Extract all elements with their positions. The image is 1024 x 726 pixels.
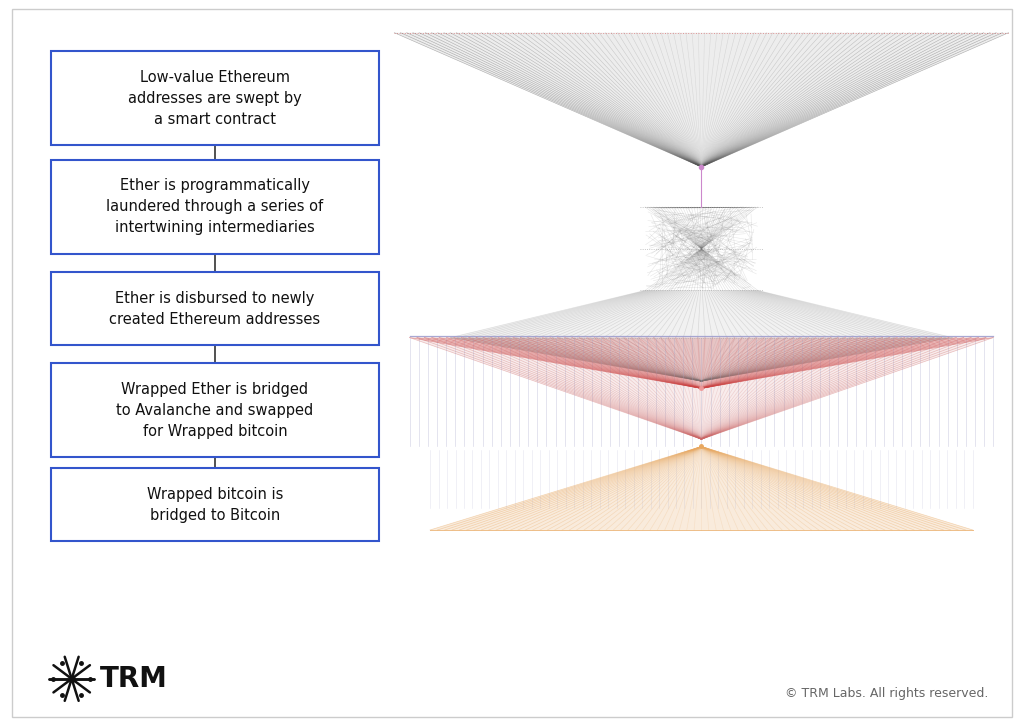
Text: Wrapped bitcoin is
bridged to Bitcoin: Wrapped bitcoin is bridged to Bitcoin <box>146 486 284 523</box>
Polygon shape <box>451 290 952 338</box>
Polygon shape <box>410 338 993 388</box>
Text: © TRM Labs. All rights reserved.: © TRM Labs. All rights reserved. <box>784 687 988 700</box>
FancyBboxPatch shape <box>51 272 379 345</box>
FancyBboxPatch shape <box>51 468 379 541</box>
FancyBboxPatch shape <box>51 51 379 145</box>
Text: Ether is programmatically
laundered through a series of
intertwining intermediar: Ether is programmatically laundered thro… <box>106 179 324 235</box>
Text: Low-value Ethereum
addresses are swept by
a smart contract: Low-value Ethereum addresses are swept b… <box>128 70 302 126</box>
Polygon shape <box>451 338 952 381</box>
FancyBboxPatch shape <box>51 160 379 254</box>
Polygon shape <box>394 33 1009 167</box>
Polygon shape <box>430 446 973 530</box>
Text: Wrapped Ether is bridged
to Avalanche and swapped
for Wrapped bitcoin: Wrapped Ether is bridged to Avalanche an… <box>117 382 313 439</box>
Polygon shape <box>410 338 993 439</box>
Text: Ether is disbursed to newly
created Ethereum addresses: Ether is disbursed to newly created Ethe… <box>110 290 321 327</box>
Text: TRM: TRM <box>100 665 168 693</box>
FancyBboxPatch shape <box>51 363 379 457</box>
